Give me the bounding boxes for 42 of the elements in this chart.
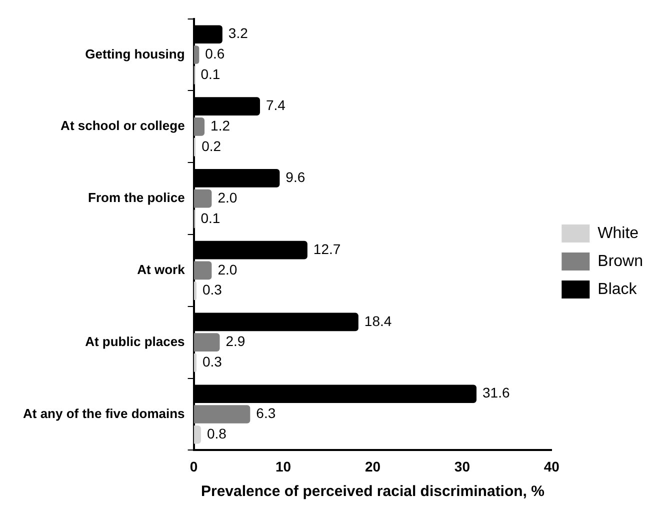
bar [194,333,220,352]
data-label: 3.2 [228,25,248,42]
data-label: 0.8 [206,425,227,442]
data-label: 2.0 [218,189,238,206]
x-tick-label: 20 [364,458,381,474]
legend-label: Black [598,280,638,298]
x-tick-label: 0 [190,458,198,474]
legend-label: White [598,224,639,242]
legend-label: Brown [598,252,644,270]
data-label: 2.9 [226,333,246,350]
bar [194,261,212,280]
bar [194,117,205,136]
data-label: 12.7 [313,240,341,257]
data-label: 2.0 [218,261,238,278]
y-tick-label: At any of the five domains [22,406,185,421]
data-label: 6.3 [256,405,276,422]
bar [194,405,250,424]
data-label: 0.1 [200,210,220,226]
data-label: 0.3 [202,354,222,370]
data-label: 0.2 [202,138,222,154]
data-label: 31.6 [482,384,510,401]
y-tick-label: At school or college [60,118,185,134]
bar [194,46,200,64]
y-tick-label: Getting housing [85,46,185,62]
bar [194,425,201,444]
y-tick-label: At work [137,262,186,278]
x-tick-label: 10 [275,458,292,474]
x-tick-label: 30 [454,458,470,474]
bar [194,354,196,372]
data-label: 0.3 [202,282,222,298]
data-label: 9.6 [286,169,306,186]
bar [194,189,212,208]
x-tick-label: 40 [544,458,560,474]
y-tick-label: From the police [88,190,185,206]
x-axis-title: Prevalence of perceived racial discrimination, % [200,483,544,500]
bar [194,282,196,300]
data-label: 7.4 [266,97,286,114]
data-label: 0.1 [200,66,220,82]
data-label: 18.4 [364,312,392,329]
data-label: 1.2 [210,118,230,134]
y-tick-label: At public places [85,334,185,349]
data-label: 0.6 [205,46,225,62]
